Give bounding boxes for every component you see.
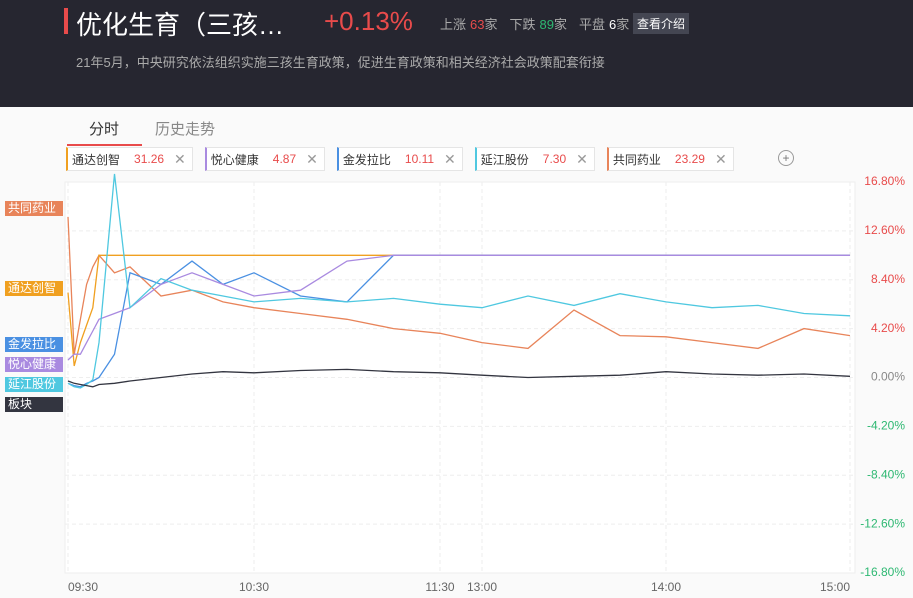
- stat-unit: 家: [553, 17, 567, 32]
- legend-label: 共同药业: [5, 201, 63, 216]
- header: 优化生育（三孩… +0.13% 上涨 63家 下跌 89家 平盘 6家 查看介绍 21年5…: [0, 0, 913, 107]
- stat-count: 6: [609, 17, 617, 32]
- tab-indicator: [67, 144, 142, 146]
- chip-name: 金发拉比: [342, 152, 391, 167]
- legend-label: 板块: [5, 397, 63, 412]
- stat-label: 下跌: [509, 17, 536, 32]
- chip-price: 10.11: [404, 152, 435, 166]
- x-tick-label: 10:30: [239, 580, 269, 594]
- stock-chip: 通达创智 31.26 ✕: [66, 147, 193, 171]
- chip-price: 31.26: [134, 152, 165, 166]
- intro-button[interactable]: 查看介绍: [633, 13, 690, 34]
- y-tick-label: 0.00%: [871, 370, 905, 384]
- stat: 上涨 63家: [440, 17, 498, 32]
- stat-unit: 家: [616, 17, 630, 32]
- series-line: [67, 173, 851, 389]
- chip-close[interactable]: ✕: [576, 150, 588, 167]
- y-tick-label: 12.60%: [864, 223, 905, 237]
- y-tick-label: 4.20%: [871, 321, 905, 335]
- y-tick-label: 16.80%: [864, 174, 905, 188]
- legend-label: 延江股份: [5, 377, 63, 392]
- stat-label: 平盘: [579, 17, 606, 32]
- stats: 上涨 63家 下跌 89家 平盘 6家: [440, 14, 641, 33]
- y-tick-label: -4.20%: [867, 419, 905, 433]
- x-tick-label: 13:00: [467, 580, 497, 594]
- chip-name: 延江股份: [480, 152, 529, 167]
- chip-close[interactable]: ✕: [306, 150, 318, 167]
- chip-name: 通达创智: [72, 152, 121, 167]
- y-tick-label: -8.40%: [867, 467, 905, 481]
- x-tick-label: 14:00: [651, 580, 681, 594]
- description: 21年5月，中央研究依法组织实施三孩生育政策，促进生育政策和相关经济社会政策配套…: [76, 55, 605, 70]
- chip-price: 7.30: [542, 152, 567, 166]
- add-button[interactable]: +: [778, 150, 794, 166]
- stat-count: 63: [470, 17, 485, 32]
- series-line: [67, 368, 851, 388]
- stock-chip: 金发拉比 10.11 ✕: [336, 147, 463, 171]
- legend-label: 通达创智: [5, 281, 63, 296]
- x-tick-label: 09:30: [68, 580, 98, 594]
- y-tick-label: -12.60%: [860, 516, 905, 530]
- series-line: [67, 216, 851, 355]
- title: 优化生育（三孩…: [76, 10, 285, 40]
- stock-chip: 悦心健康 4.87 ✕: [204, 147, 325, 171]
- stat-unit: 家: [484, 17, 498, 32]
- chip-name: 悦心健康: [210, 152, 259, 167]
- stat: 下跌 89家: [510, 17, 568, 32]
- x-tick-label: 15:00: [820, 580, 850, 594]
- series-line: [67, 254, 850, 361]
- accent: [64, 8, 68, 34]
- stat: 平盘 6家: [579, 17, 629, 32]
- legend-label: 金发拉比: [5, 337, 63, 352]
- chip-close[interactable]: ✕: [174, 150, 186, 167]
- y-tick-label: -16.80%: [860, 565, 905, 579]
- change: +0.13%: [324, 6, 413, 36]
- stock-chip: 延江股份 7.30 ✕: [474, 147, 595, 171]
- chip-close[interactable]: ✕: [444, 150, 456, 167]
- y-tick-label: 8.40%: [871, 272, 905, 286]
- stat-count: 89: [539, 17, 554, 32]
- chip-price: 23.29: [674, 152, 705, 166]
- chip-close[interactable]: ✕: [714, 150, 727, 167]
- x-tick-label: 11:30: [425, 580, 454, 594]
- chip-price: 4.87: [272, 152, 297, 166]
- chips: 通达创智 31.26 ✕ 悦心健康 4.87 ✕ 金发拉比 10.11 ✕ 延江股份 7.30 ✕ 共同…: [66, 147, 746, 171]
- stock-chip: 共同药业 23.29 ✕: [606, 147, 734, 171]
- chip-name: 共同药业: [612, 152, 661, 167]
- tab[interactable]: 分时: [89, 121, 120, 138]
- stat-label: 上涨: [440, 17, 467, 32]
- legend-label: 悦心健康: [5, 357, 63, 372]
- tab[interactable]: 历史走势: [155, 121, 216, 138]
